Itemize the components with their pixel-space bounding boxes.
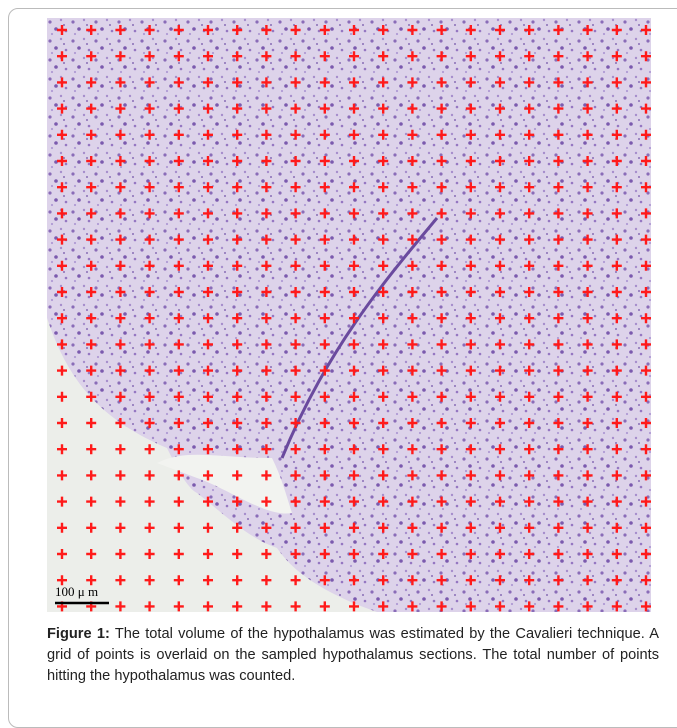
page: 100 μ m Figure 1: The total volume of th…	[0, 0, 677, 701]
caption-text: The total volume of the hypothalamus was…	[47, 626, 659, 684]
figure-caption: Figure 1: The total volume of the hypoth…	[47, 624, 659, 687]
caption-label: Figure 1:	[47, 626, 110, 642]
histology-image: 100 μ m	[47, 18, 651, 612]
scale-bar-label: 100 μ m	[55, 584, 98, 599]
